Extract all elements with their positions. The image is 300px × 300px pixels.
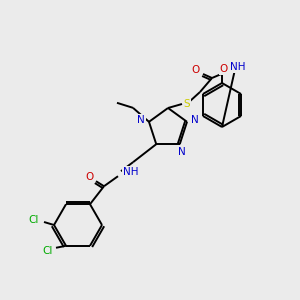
Text: NH: NH	[230, 62, 245, 72]
Text: O: O	[85, 172, 93, 182]
Text: NH: NH	[123, 167, 139, 177]
Text: N: N	[137, 115, 145, 125]
Text: Cl: Cl	[43, 246, 53, 256]
Text: N: N	[191, 115, 199, 125]
Text: N: N	[178, 147, 186, 157]
Text: O: O	[191, 65, 199, 75]
Text: Cl: Cl	[29, 215, 39, 225]
Text: O: O	[220, 64, 228, 74]
Text: S: S	[184, 99, 190, 109]
